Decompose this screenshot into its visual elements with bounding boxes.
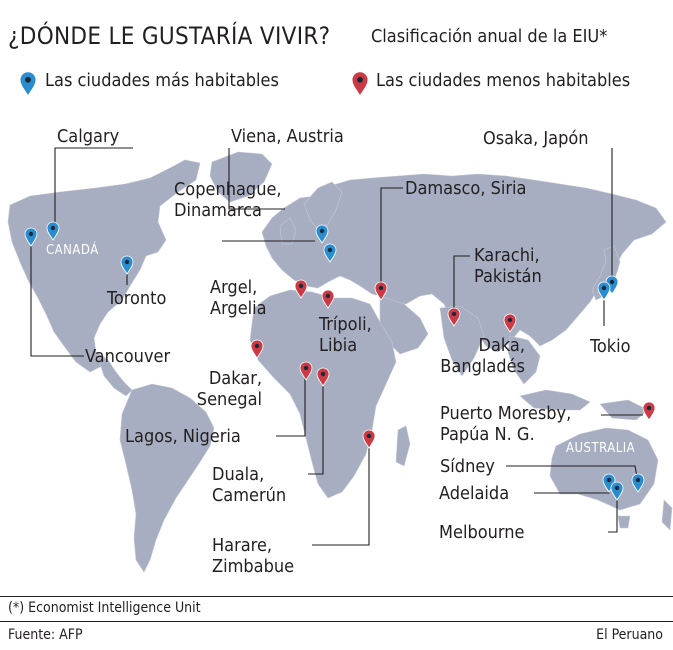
australia-landmass: [549, 427, 659, 511]
port-moresby-pin-icon[interactable]: [642, 401, 656, 421]
city-label-algiers: Argel, Argelia: [210, 277, 267, 319]
city-label-copenhagen-line1: Copenhague,: [174, 179, 282, 200]
city-label-port-moresby-line2: Papúa N. G.: [440, 424, 535, 445]
legend-most-livable-label: Las ciudades más habitables: [45, 70, 279, 91]
north-america-landmass: [7, 159, 201, 373]
region-label-australia: AUSTRALIA: [566, 441, 636, 456]
city-label-vancouver: Vancouver: [85, 346, 171, 367]
india-landmass: [439, 305, 485, 377]
footer-divider-bottom: [0, 621, 673, 622]
city-label-dhaka-line1: Daka,: [478, 335, 525, 356]
city-label-copenhagen-line2: Dinamarca: [174, 200, 262, 221]
city-label-damascus: Damasco, Siria: [405, 178, 527, 199]
city-label-karachi-line1: Karachi,: [474, 245, 540, 266]
city-label-sydney: Sídney: [440, 456, 495, 477]
region-label-canada: CANADÁ: [46, 243, 99, 258]
city-label-karachi-line2: Pakistán: [474, 266, 542, 287]
city-label-dakar: Dakar, Senegal: [182, 368, 262, 410]
city-label-algiers-line1: Argel,: [210, 277, 258, 298]
scandinavia-landmass: [303, 181, 343, 231]
eurasia-landmass: [261, 173, 667, 353]
footer-divider-top: [0, 596, 673, 597]
city-label-harare: Harare, Zimbabue: [212, 535, 294, 577]
city-label-port-moresby: Puerto Moresby, Papúa N. G.: [440, 403, 571, 445]
southeast-asia-landmass: [507, 335, 541, 385]
city-label-vienna: Viena, Austria: [231, 126, 344, 147]
city-label-tripoli: Trípoli, Libia: [319, 314, 372, 356]
city-label-lagos: Lagos, Nigeria: [125, 426, 241, 447]
tasmania-landmass: [617, 515, 631, 529]
city-label-dhaka: Daka, Bangladés: [421, 335, 525, 377]
legend-least-livable-label: Las ciudades menos habitables: [376, 70, 631, 91]
city-label-melbourne: Melbourne: [439, 522, 525, 543]
madagascar-landmass: [395, 425, 411, 467]
city-label-douala-line2: Camerún: [212, 485, 287, 506]
publisher-credit: El Peruano: [596, 627, 663, 643]
south-america-landmass: [119, 383, 215, 573]
page-subtitle: Clasificación anual de la EIU*: [371, 26, 608, 47]
indonesia-landmass: [519, 389, 591, 411]
page-title: ¿DÓNDE LE GUSTARÍA VIVIR?: [8, 22, 331, 50]
city-label-tripoli-line1: Trípoli,: [319, 314, 372, 335]
city-label-calgary: Calgary: [57, 126, 120, 147]
legend-least-livable-pin-icon: [351, 71, 369, 97]
city-label-dhaka-line2: Bangladés: [440, 356, 525, 377]
city-label-port-moresby-line1: Puerto Moresby,: [440, 403, 572, 424]
city-label-tokyo: Tokio: [590, 336, 631, 357]
new-zealand-landmass: [661, 499, 673, 531]
city-label-dakar-line2: Senegal: [196, 389, 262, 410]
city-label-toronto: Toronto: [107, 288, 167, 309]
city-label-adelaide: Adelaida: [439, 483, 510, 504]
source-credit: Fuente: AFP: [8, 627, 83, 643]
city-label-osaka: Osaka, Japón: [483, 128, 589, 149]
city-label-douala: Duala, Camerún: [212, 464, 286, 506]
new-guinea-landmass: [599, 399, 649, 421]
city-label-harare-line1: Harare,: [212, 535, 273, 556]
city-label-tripoli-line2: Libia: [319, 335, 358, 356]
city-label-copenhagen: Copenhague, Dinamarca: [174, 179, 282, 221]
leader-lines: [30, 147, 643, 546]
footnote: (*) Economist Intelligence Unit: [8, 600, 201, 616]
greenland-landmass: [209, 151, 273, 203]
city-label-douala-line1: Duala,: [212, 464, 265, 485]
city-label-karachi: Karachi, Pakistán: [474, 245, 542, 287]
city-label-dakar-line1: Dakar,: [208, 368, 262, 389]
legend-most-livable-pin-icon: [19, 71, 37, 97]
city-label-algiers-line2: Argelia: [210, 298, 267, 319]
city-label-harare-line2: Zimbabue: [212, 556, 295, 577]
